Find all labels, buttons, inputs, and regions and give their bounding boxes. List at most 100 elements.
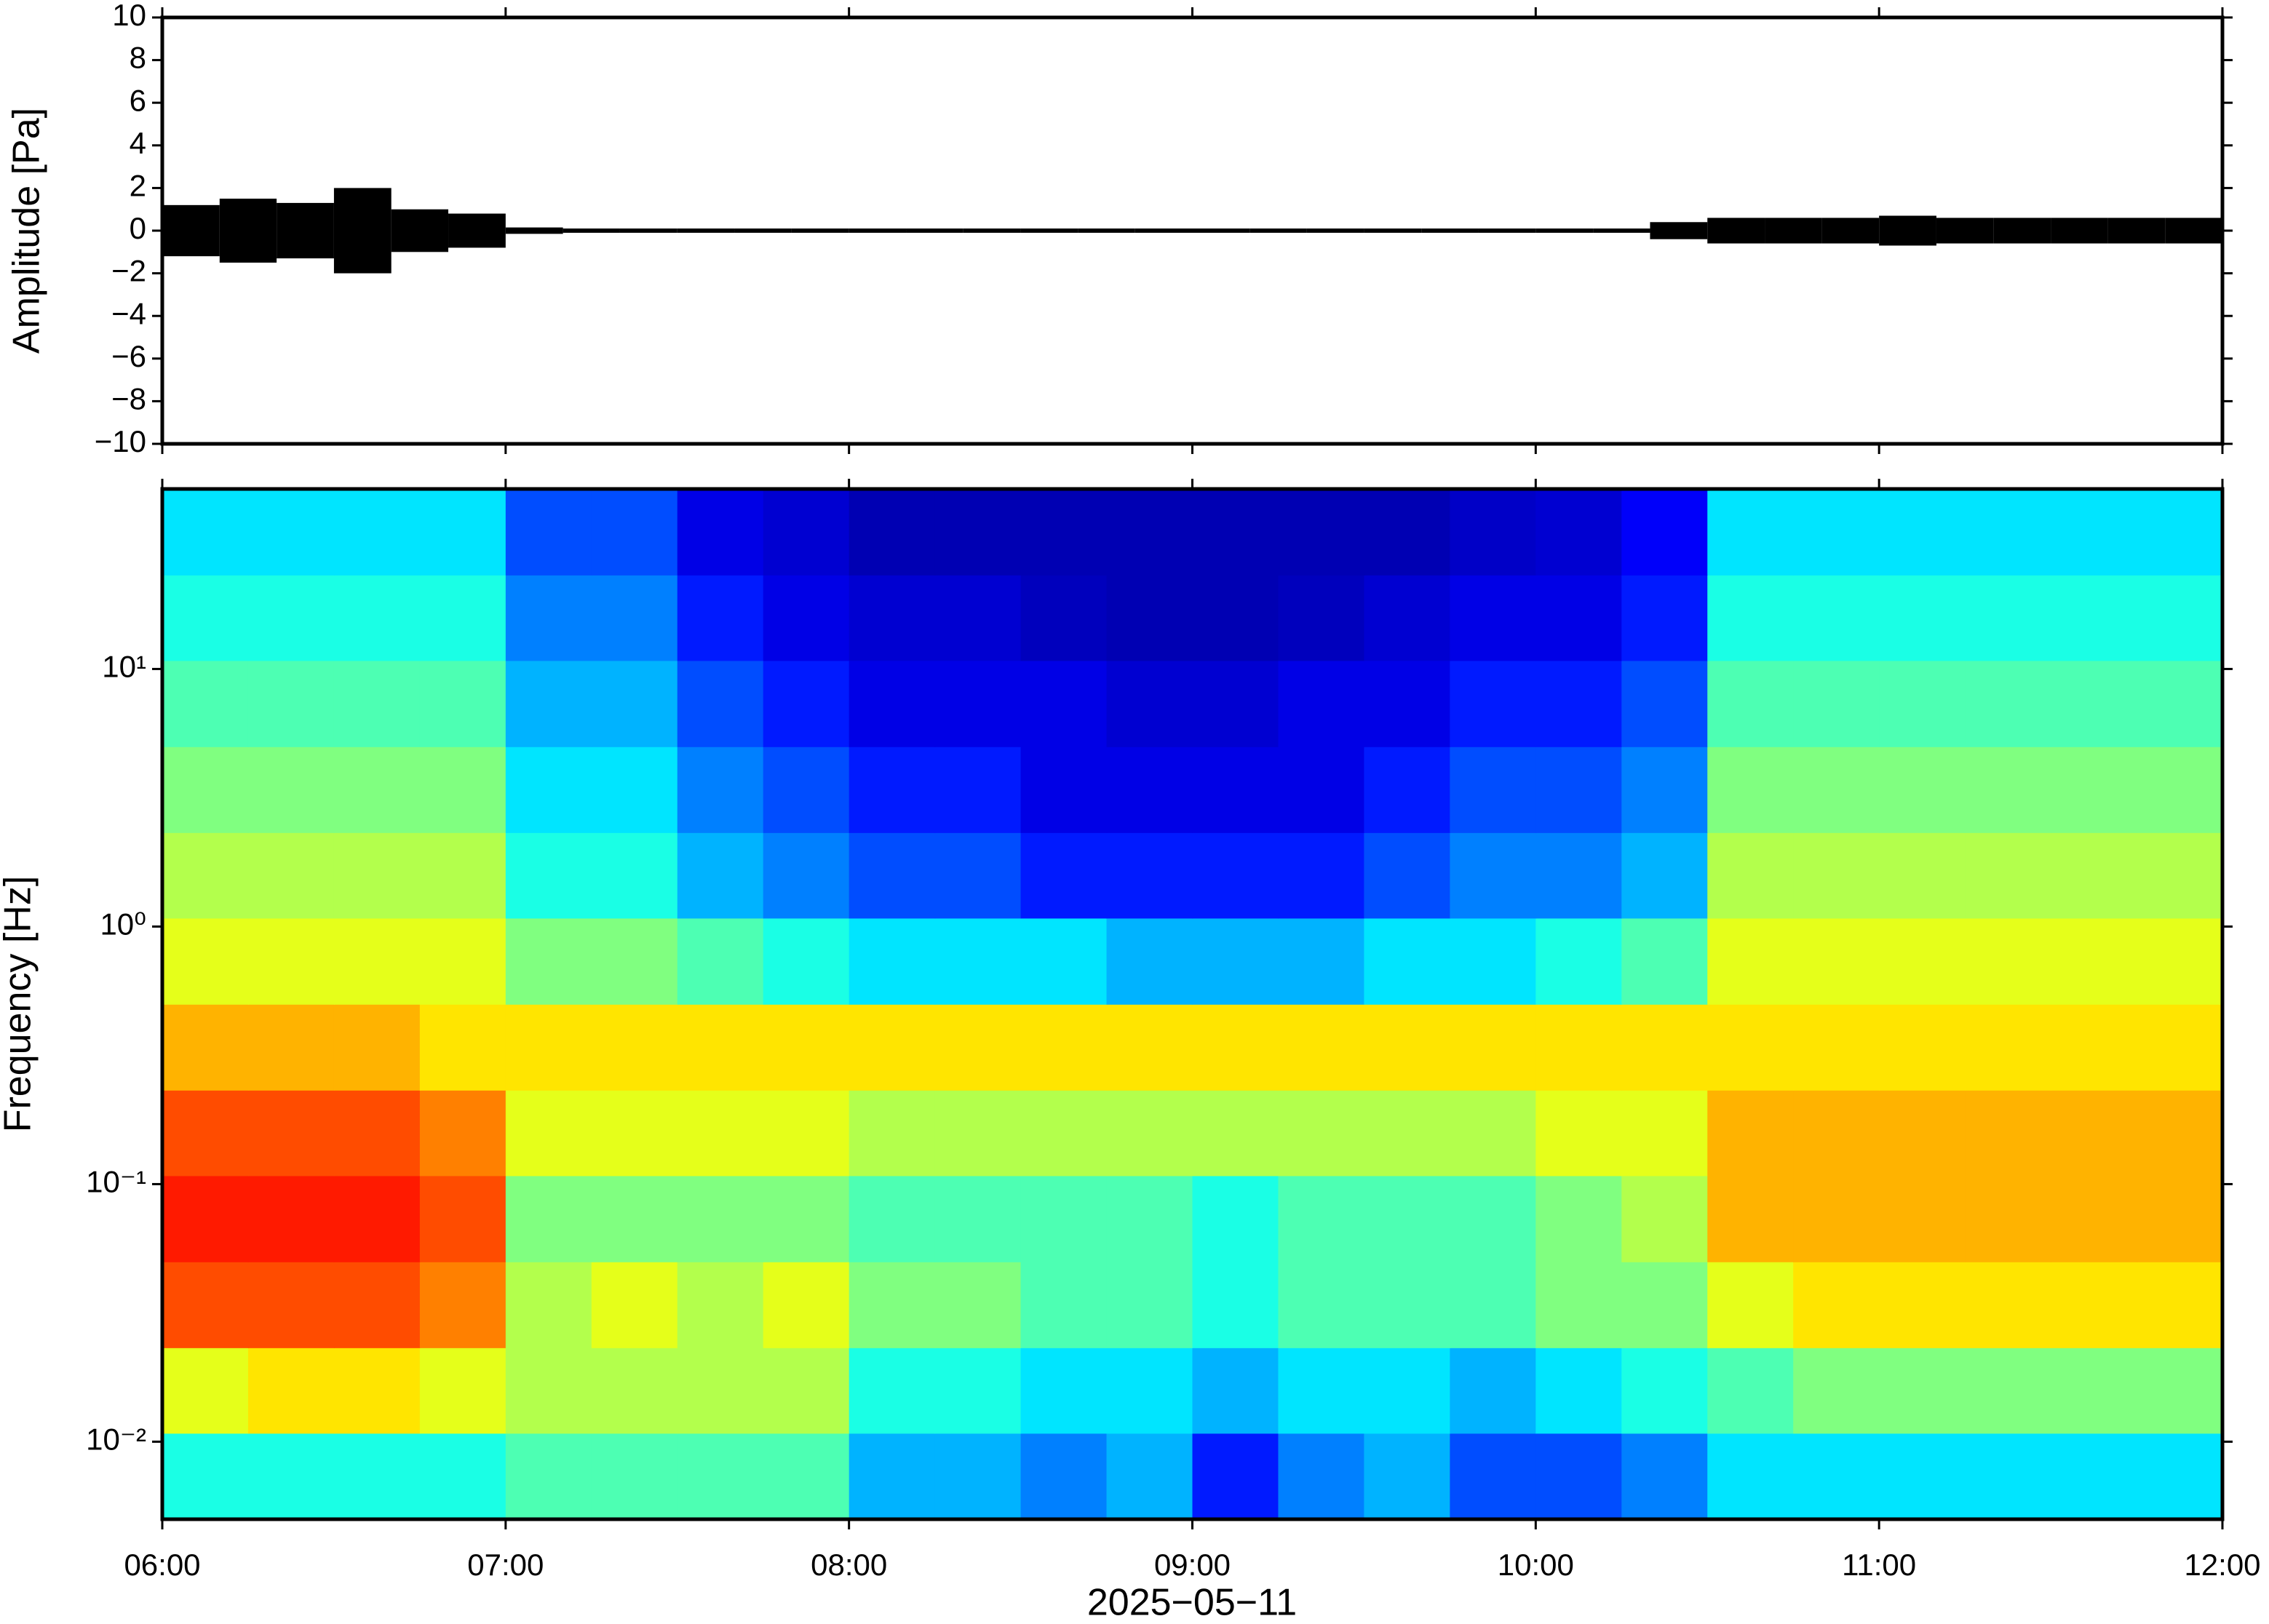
amplitude-envelope [162, 204, 220, 257]
spectrogram-cell [1278, 575, 1365, 661]
spectrogram-cell [2137, 747, 2223, 833]
spectrogram-cell [1535, 747, 1623, 833]
spectrogram-cell [2137, 1348, 2223, 1434]
y-tick-label: 2 [130, 168, 146, 202]
spectrogram-cell [849, 1348, 936, 1434]
spectrogram-cell [849, 832, 936, 919]
spectrogram-cell [1793, 1090, 1880, 1177]
spectrogram-cell [1793, 918, 1880, 1005]
x-tick-label: 06:00 [124, 1548, 200, 1582]
spectrogram-cell [1535, 1348, 1623, 1434]
spectrogram-cell [849, 489, 936, 576]
amplitude-envelope [1421, 228, 1479, 233]
spectrogram-cell [1535, 1175, 1623, 1262]
spectrogram-cell [591, 832, 678, 919]
spectrogram-cell [1278, 1004, 1365, 1091]
spectrogram-cell [247, 1090, 335, 1177]
spectrogram-cell [505, 660, 592, 747]
spectrogram-cell [333, 575, 421, 661]
spectrogram-cell [1278, 1433, 1365, 1520]
spectrogram-cell [1020, 660, 1108, 747]
spectrogram-cell [591, 747, 678, 833]
spectrogram-cell [1450, 918, 1537, 1005]
amplitude-envelope [1192, 228, 1250, 233]
spectrogram-cell [505, 489, 592, 576]
spectrogram-cell [1535, 489, 1623, 576]
spectrogram-cell [1965, 575, 2051, 661]
spectrogram-cell [591, 1090, 678, 1177]
spectrogram-cell [1106, 489, 1193, 576]
x-tick-label: 08:00 [811, 1548, 887, 1582]
spectrogram-cell [1879, 1175, 1966, 1262]
spectrogram-cell [333, 660, 421, 747]
spectrogram-cell [1535, 832, 1623, 919]
spectrogram-cell [1793, 1433, 1880, 1520]
spectrogram-cell [934, 832, 1022, 919]
spectrogram-cell [419, 575, 506, 661]
spectrogram-cell [591, 489, 678, 576]
spectrogram-cell [419, 1090, 506, 1177]
spectrogram-cell [1793, 1262, 1880, 1348]
spectrogram-cell [1192, 832, 1279, 919]
amplitude-envelope [1478, 228, 1536, 233]
spectrogram-cell [677, 660, 764, 747]
spectrogram-cell [1106, 660, 1193, 747]
spectrogram-cell [1965, 1004, 2051, 1091]
spectrogram-cell [247, 575, 335, 661]
spectrogram-cell [1621, 1433, 1709, 1520]
spectrogram-cell [1106, 575, 1193, 661]
spectrogram-cell [677, 489, 764, 576]
spectrogram-cell [1364, 489, 1451, 576]
spectrogram-cell [247, 1262, 335, 1348]
spectrogram-cell [1965, 918, 2051, 1005]
spectrogram-cell [1364, 660, 1451, 747]
amplitude-envelope [2107, 218, 2166, 244]
spectrogram-cell [162, 832, 249, 919]
spectrogram-cell [1106, 832, 1193, 919]
spectrogram-cell [1621, 832, 1709, 919]
spectrogram-cell [1450, 575, 1537, 661]
spectrogram-cell [1450, 1433, 1537, 1520]
spectrogram-cell [1364, 1004, 1451, 1091]
spectrogram-cell [2051, 1433, 2137, 1520]
spectrogram-cell [162, 489, 249, 576]
y-axis-label: Amplitude [Pa] [6, 108, 48, 354]
spectrogram-cell [1450, 1090, 1537, 1177]
spectrogram-cell [2137, 918, 2223, 1005]
amplitude-envelope [505, 227, 563, 234]
spectrogram-cell [1364, 1433, 1451, 1520]
spectrogram-cell [1965, 1262, 2051, 1348]
spectrogram-cell [1364, 1262, 1451, 1348]
spectrogram-cell [1450, 489, 1537, 576]
spectrogram-cell [247, 1175, 335, 1262]
spectrogram-cell [1965, 747, 2051, 833]
spectrogram-cell [1020, 1433, 1108, 1520]
spectrogram-cell [162, 747, 249, 833]
spectrogram-cell [1192, 1348, 1279, 1434]
spectrogram-cell [1020, 1348, 1108, 1434]
y-tick-label: −8 [111, 381, 146, 415]
spectrogram-cell [934, 1348, 1022, 1434]
spectrogram-cell [1879, 660, 1966, 747]
spectrogram-cell [763, 1175, 850, 1262]
spectrogram-panel: 10⁻² 10⁻¹ 10⁰ 10¹ 06:00 07:00 08:00 09:00 10:00 1… [86, 479, 2261, 1582]
spectrogram-cell [763, 918, 850, 1005]
spectrogram-cell [1621, 575, 1709, 661]
spectrogram-cell [1621, 918, 1709, 1005]
spectrogram-cell [2051, 1004, 2137, 1091]
spectrogram-cell [333, 918, 421, 1005]
spectrogram-cell [333, 832, 421, 919]
spectrogram-cell [1621, 1348, 1709, 1434]
spectrogram-cell [677, 1090, 764, 1177]
spectrogram-cell [2051, 918, 2137, 1005]
spectrogram-cell [934, 1433, 1022, 1520]
spectrogram-cell [1707, 575, 1795, 661]
spectrogram-cell [162, 918, 249, 1005]
spectrogram-cell [1707, 1433, 1795, 1520]
spectrogram-cell [1535, 1090, 1623, 1177]
spectrogram-cell [1965, 1348, 2051, 1434]
amplitude-envelope [1078, 228, 1135, 233]
y-tick-label: −2 [111, 254, 146, 288]
spectrogram-cell [849, 1090, 936, 1177]
spectrogram-cell [162, 1004, 249, 1091]
